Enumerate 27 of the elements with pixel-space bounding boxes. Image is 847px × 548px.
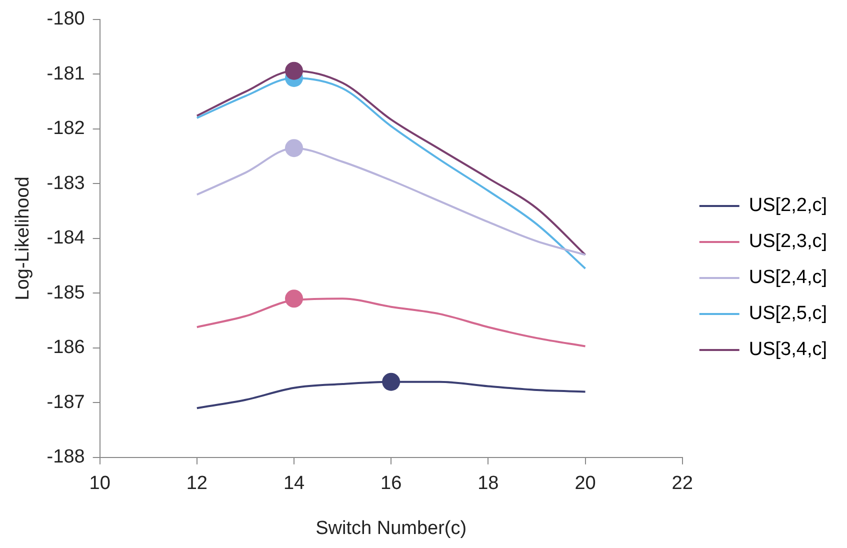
legend-label: US[3,4,c] <box>748 339 828 360</box>
x-tick-label: 22 <box>672 473 693 494</box>
point <box>285 139 304 158</box>
y-tick-label: -180 <box>46 8 85 30</box>
y-tick-label: -187 <box>46 392 85 413</box>
x-tick-label: 20 <box>574 473 596 494</box>
y-tick-label: -185 <box>46 282 85 304</box>
point <box>382 372 400 391</box>
point <box>285 290 304 308</box>
y-tick-label: -182 <box>46 118 85 140</box>
point <box>285 62 304 80</box>
x-tick-label: 18 <box>478 473 499 494</box>
x-tick-label: 16 <box>380 473 402 494</box>
x-tick-label: 10 <box>89 473 110 494</box>
y-tick-label: -184 <box>46 228 86 249</box>
legend-label: US[2,3,c] <box>748 231 828 252</box>
legend-label: US[2,2,c] <box>748 195 828 216</box>
x-axis-title: Switch Number(c) <box>316 518 467 539</box>
legend-label: US[2,5,c] <box>748 303 828 324</box>
y-tick-label: -186 <box>46 337 85 358</box>
y-tick-label: -181 <box>46 63 85 84</box>
y-tick-label: -183 <box>46 172 85 194</box>
x-tick-label: 14 <box>283 473 305 494</box>
x-tick-label: 12 <box>186 473 208 494</box>
y-axis-title: Log-Likelihood <box>12 176 34 300</box>
legend-label: US[2,4,c] <box>748 267 828 288</box>
y-tick-label: -188 <box>46 446 85 468</box>
